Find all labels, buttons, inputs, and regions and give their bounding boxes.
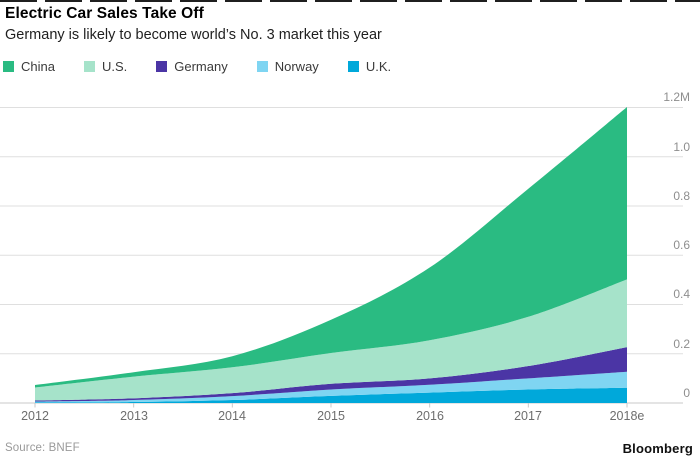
chart-subtitle: Germany is likely to become world’s No. … xyxy=(5,27,382,43)
legend-item-label: U.K. xyxy=(365,59,392,74)
area-series-china xyxy=(35,107,627,388)
x-axis-label: 2012 xyxy=(21,409,49,423)
y-axis-label: 0 xyxy=(683,386,690,400)
legend-item-china: China xyxy=(3,59,55,74)
legend-item-label: U.S. xyxy=(101,59,128,74)
y-axis-label: 0.6 xyxy=(673,238,690,252)
y-axis-label: 1.0 xyxy=(673,140,690,154)
y-axis-label: 1.2M xyxy=(663,90,690,104)
x-axis-label: 2017 xyxy=(514,409,542,423)
us-swatch-icon xyxy=(83,61,95,72)
legend-item-uk: U.K. xyxy=(347,59,392,74)
x-axis-label: 2014 xyxy=(218,409,246,423)
area-series-uk xyxy=(35,387,627,403)
norway-swatch-icon xyxy=(256,61,268,72)
x-axis-label: 2016 xyxy=(416,409,444,423)
legend-item-norway: Norway xyxy=(256,59,319,74)
y-axis-label: 0.8 xyxy=(673,189,690,203)
germany-swatch-icon xyxy=(156,61,168,72)
area-series-germany xyxy=(35,347,627,402)
area-series-us xyxy=(35,279,627,401)
dashed-top-border xyxy=(0,0,700,2)
china-swatch-icon xyxy=(3,61,14,72)
legend-item-label: Germany xyxy=(174,59,228,74)
area-series-norway xyxy=(35,371,627,403)
y-axis-label: 0.4 xyxy=(673,287,690,301)
bloomberg-logo: Bloomberg xyxy=(622,441,693,456)
uk-swatch-icon xyxy=(347,61,359,72)
source-note: Source: BNEF xyxy=(5,442,80,454)
legend-item-germany: Germany xyxy=(156,59,228,74)
legend: China U.S. Germany Norway U.K. xyxy=(3,59,391,74)
legend-item-us: U.S. xyxy=(83,59,128,74)
legend-item-label: China xyxy=(21,59,55,74)
y-axis-label: 0.2 xyxy=(673,337,690,351)
x-axis-label: 2018e xyxy=(609,409,645,423)
chart-title: Electric Car Sales Take Off xyxy=(5,5,204,22)
x-axis-label: 2013 xyxy=(120,409,148,423)
x-axis-label: 2015 xyxy=(317,409,345,423)
legend-item-label: Norway xyxy=(274,59,319,74)
